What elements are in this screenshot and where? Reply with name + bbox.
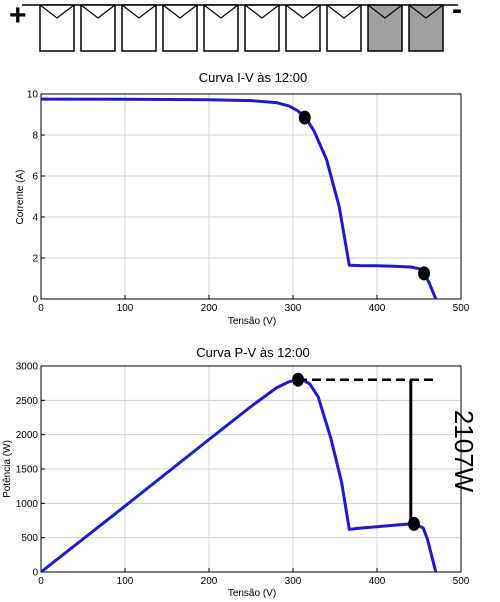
y-tick-label: 8 (32, 131, 38, 142)
x-tick-label: 0 (38, 303, 44, 314)
pv-plot-frame (40, 365, 462, 573)
y-tick-label: 500 (21, 533, 38, 544)
x-tick-label: 300 (285, 303, 302, 314)
pv-markers (292, 372, 420, 531)
pv-grid (41, 366, 461, 572)
x-tick-label: 400 (369, 303, 386, 314)
y-tick-label: 4 (32, 213, 38, 224)
y-tick-label: 2500 (16, 396, 39, 407)
pv-y-axis-label: Potência (W) (2, 440, 13, 498)
x-tick-label: 200 (201, 303, 218, 314)
y-tick-label: 1500 (16, 465, 39, 476)
iv-y-axis-label: Corrente (A) (15, 169, 26, 224)
y-tick-label: 2000 (16, 430, 39, 441)
y-tick-label: 1000 (16, 499, 39, 510)
x-tick-label: 200 (201, 576, 218, 587)
pv-string-diagram: + - (9, 0, 462, 52)
x-tick-label: 500 (453, 303, 470, 314)
plus-sign: + (9, 0, 27, 32)
y-tick-label: 10 (27, 90, 39, 101)
operating-point-marker (292, 372, 305, 387)
pv-panel (408, 4, 444, 52)
x-tick-label: 100 (117, 303, 134, 314)
operating-point-marker (407, 516, 420, 531)
pv-panel (121, 4, 157, 52)
pv-panel (80, 4, 116, 52)
y-tick-label: 3000 (16, 362, 39, 373)
pv-panels (39, 4, 444, 52)
iv-grid (41, 94, 461, 299)
pv-panel (244, 4, 280, 52)
minus-sign: - (452, 0, 462, 26)
pv-chart-title: Curva P-V às 12:00 (196, 345, 309, 360)
operating-point-marker (298, 110, 311, 125)
y-tick-label: 0 (32, 295, 38, 306)
power-difference-label: 2107W (449, 410, 479, 493)
pv-panel (367, 4, 403, 52)
y-tick-label: 6 (32, 172, 38, 183)
x-tick-label: 500 (453, 576, 470, 587)
pv-panel (203, 4, 239, 52)
pv-panel (285, 4, 321, 52)
iv-chart: Curva I-V às 12:00 0 100 200 300 400 500 0 2 4 6 8… (15, 70, 470, 327)
y-tick-label: 0 (32, 568, 38, 579)
x-tick-label: 0 (38, 576, 44, 587)
pv-panel (162, 4, 198, 52)
pv-panel (326, 4, 362, 52)
iv-chart-title: Curva I-V às 12:00 (199, 70, 307, 85)
pv-ticks: 0 100 200 300 400 500 0 500 1000 1500 2000 2500 3000 (16, 362, 470, 588)
iv-x-axis-label: Tensão (V) (228, 316, 276, 327)
y-tick-label: 2 (32, 254, 38, 265)
x-tick-label: 300 (285, 576, 302, 587)
iv-plot-frame (40, 93, 462, 300)
pv-x-axis-label: Tensão (V) (228, 588, 276, 599)
x-tick-label: 100 (117, 576, 134, 587)
iv-markers (298, 110, 431, 281)
operating-point-marker (418, 266, 431, 281)
pv-panel (39, 4, 75, 52)
x-tick-label: 400 (369, 576, 386, 587)
